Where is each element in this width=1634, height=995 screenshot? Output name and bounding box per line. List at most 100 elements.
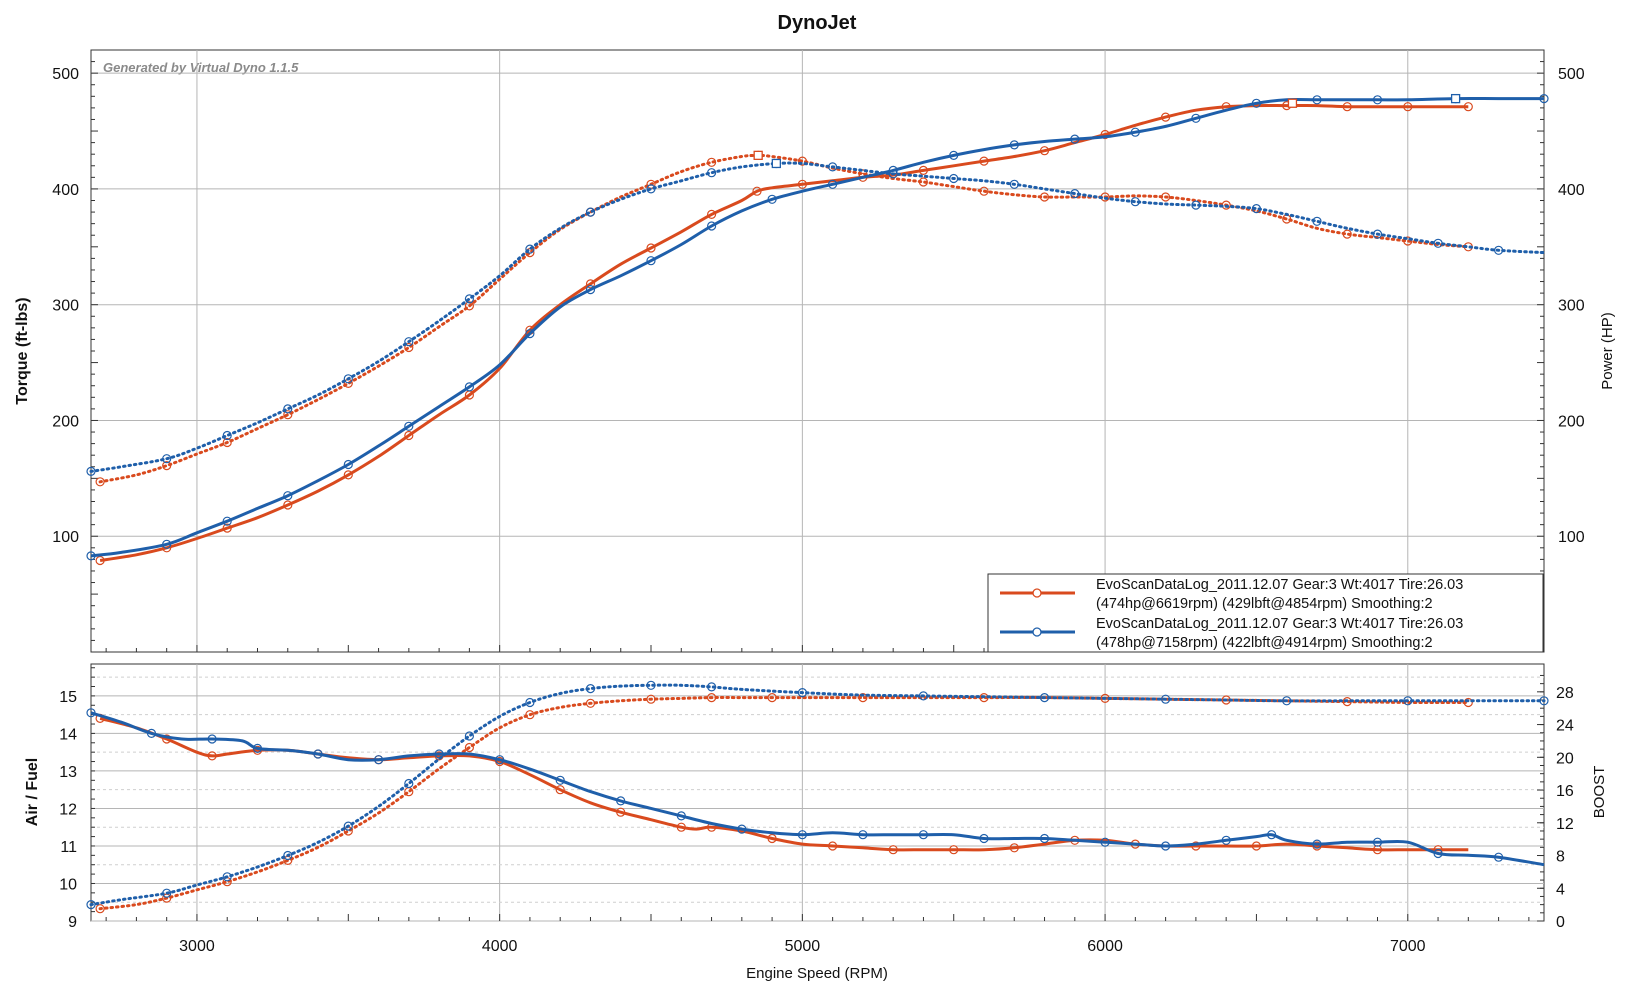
air-fuel-tick-label: 11 [60,839,77,856]
series-marker-1 [222,437,232,448]
x-tick-label: 3000 [179,938,215,955]
series-marker-1 [1039,192,1050,202]
legend-run-1-line-2: (474hp@6619rpm) (429lbft@4854rpm) Smooth… [1096,596,1433,612]
series-marker-3 [1130,197,1140,207]
boost-axis-label: BOOST [1591,766,1608,819]
air-fuel-tick-label: 12 [59,801,77,818]
top-panel-grid [91,50,1544,652]
series-line-2 [90,711,1545,867]
series-marker-2 [949,150,959,160]
series-marker-0 [752,186,762,196]
air-fuel-tick-label: 13 [59,764,77,781]
series-marker-1 [706,692,717,703]
series-marker-3 [706,682,717,692]
series-marker-1 [797,156,808,166]
series-marker-3 [343,374,353,384]
series-marker-0 [616,807,626,817]
series-marker-2 [979,833,989,844]
legend-run-1-line-1: EvoScanDataLog_2011.12.07 Gear:3 Wt:4017… [1096,577,1463,593]
series-marker-3 [1539,696,1549,706]
series-marker-2 [343,459,353,470]
legend-run-2-line-1: EvoScanDataLog_2011.12.07 Gear:3 Wt:4017… [1096,616,1463,632]
series-marker-2 [1039,833,1050,844]
series-marker-1 [404,342,414,353]
series-marker-3 [646,680,656,690]
series-marker-0 [918,165,929,175]
power-tick-label: 100 [1558,529,1585,546]
series-marker-2 [555,775,565,785]
series-marker-2 [797,830,808,840]
series-marker-3 [404,337,414,347]
series-line-1 [98,153,1470,484]
series-marker-3 [1009,179,1019,189]
series-marker-1 [162,461,172,471]
series-marker-2 [495,755,505,765]
peak-marker [753,150,763,161]
series-marker-0 [1191,841,1201,851]
series-marker-3 [888,169,898,179]
series-marker-0 [1251,841,1262,851]
x-tick-label: 4000 [482,938,518,955]
series-marker-0 [207,751,217,761]
series-marker-1 [706,157,717,167]
series-marker-2 [1130,127,1140,137]
air-fuel-tick-label: 15 [59,689,77,706]
series-marker-2 [1312,95,1322,105]
series-marker-3 [222,430,232,441]
series-marker-1 [283,410,293,420]
series-marker-2 [616,796,626,806]
series-marker-3 [706,168,717,178]
series-marker-1 [1160,192,1171,202]
bottom-panel-series [86,680,1549,914]
series-marker-3 [343,821,353,831]
series-marker-2 [1372,837,1383,847]
watermark-text: Generated by Virtual Dyno 1.1.5 [103,60,299,75]
peak-marker [1450,93,1461,104]
boost-tick-label: 4 [1556,881,1565,898]
legend-box [987,573,1544,653]
legend-marker-run-2 [1032,627,1042,637]
series-marker-3 [162,454,172,464]
series-marker-0 [1160,112,1171,122]
series-marker-2 [525,329,535,339]
series-marker-2 [1312,839,1322,849]
series-marker-2 [1266,830,1277,840]
x-tick-label: 7000 [1390,938,1426,955]
series-marker-2 [706,221,717,231]
series-marker-2 [1433,848,1443,859]
boost-tick-label: 28 [1556,685,1574,702]
torque-tick-label: 400 [52,182,79,199]
series-marker-3 [827,162,838,172]
torque-tick-label: 300 [52,298,79,315]
series-marker-0 [827,841,838,851]
series-marker-2 [1221,835,1231,845]
boost-tick-label: 0 [1556,914,1565,931]
series-marker-0 [222,523,232,533]
series-marker-3 [1493,245,1504,255]
series-marker-3 [162,888,172,898]
series-marker-1 [979,186,989,196]
series-line-0 [99,104,1469,562]
series-marker-3 [1251,204,1262,214]
series-marker-3 [1433,238,1443,248]
series-marker-3 [404,778,414,789]
series-marker-2 [858,830,868,840]
series-marker-0 [797,179,808,189]
series-marker-2 [162,539,172,549]
series-marker-0 [585,279,596,289]
series-marker-0 [767,833,777,844]
series-marker-0 [1342,102,1352,112]
series-marker-3 [86,899,96,910]
series-marker-2 [283,491,293,501]
series-marker-0 [646,243,656,253]
series-marker-0 [283,500,293,510]
series-marker-1 [1463,697,1473,708]
series-marker-1 [1342,229,1352,239]
series-marker-3 [797,687,808,698]
series-line-3 [89,683,1546,907]
series-marker-0 [979,156,989,166]
series-marker-2 [1539,93,1549,104]
air-fuel-tick-label: 10 [59,876,77,893]
series-marker-3 [1160,694,1171,704]
